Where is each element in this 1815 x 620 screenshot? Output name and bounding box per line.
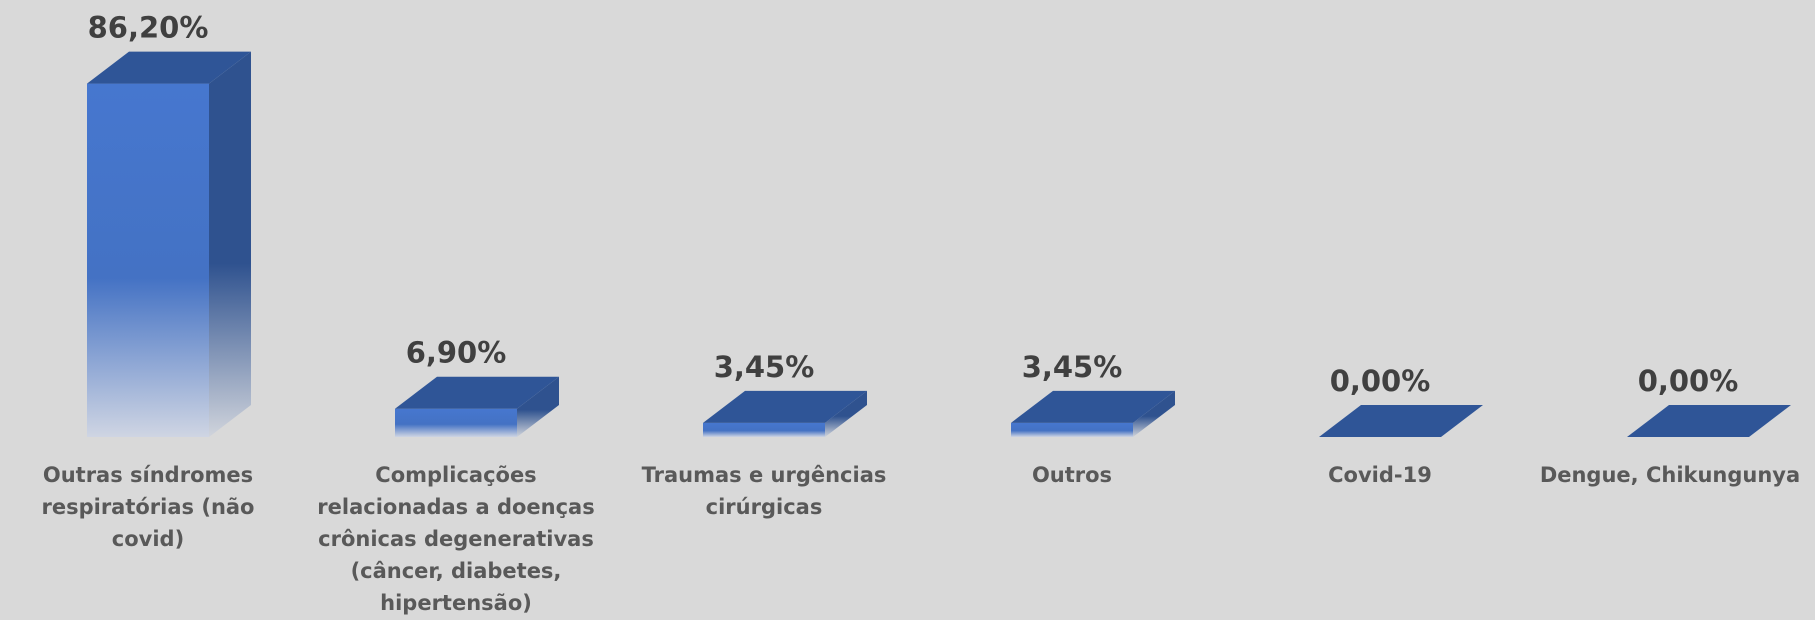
x-tick-label: Complicações relacionadas a doenças crôn… [317,463,595,615]
bar [1011,390,1175,437]
bar-front [1011,422,1133,437]
x-tick-label: Outros [1031,463,1113,487]
bar-top [87,51,251,84]
bar [87,51,251,437]
bar-front [87,83,209,437]
bar-front [703,422,825,437]
bar-top [395,376,559,409]
x-tick-label: Dengue, Chikungunya [1539,463,1801,487]
x-tick-label: Traumas e urgências cirúrgicas [641,463,887,519]
value-label: 86,20% [88,11,209,45]
bar-top [1319,405,1483,437]
bar-side [1133,390,1175,437]
bar-side [825,390,867,437]
x-tick-label: Outras síndromes respiratórias (não covi… [41,463,255,551]
bar [703,390,867,437]
bar-top [1011,390,1175,423]
value-label: 6,90% [406,336,507,370]
x-tick-label: Covid-19 [1328,463,1432,487]
value-label: 0,00% [1638,364,1739,398]
bar [1627,405,1791,437]
bar-side [517,376,559,437]
bar [1319,405,1483,437]
bar-top [1627,405,1791,437]
bar-top [703,390,867,423]
bar-side [209,51,251,437]
value-label: 3,45% [1022,350,1123,384]
value-label: 3,45% [714,350,815,384]
bar-front [395,408,517,437]
value-label: 0,00% [1330,364,1431,398]
bar [395,376,559,437]
